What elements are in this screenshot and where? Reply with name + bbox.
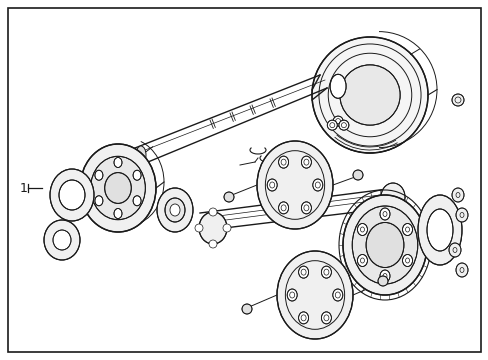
Ellipse shape (301, 202, 311, 214)
Ellipse shape (53, 230, 71, 250)
Ellipse shape (332, 289, 342, 301)
Ellipse shape (426, 209, 452, 251)
Ellipse shape (257, 141, 332, 229)
Ellipse shape (44, 220, 80, 260)
Ellipse shape (104, 172, 131, 203)
Ellipse shape (95, 170, 102, 180)
Ellipse shape (351, 206, 417, 284)
Ellipse shape (357, 224, 366, 235)
Ellipse shape (278, 202, 288, 214)
Ellipse shape (59, 180, 85, 210)
Ellipse shape (379, 270, 389, 282)
Text: 1: 1 (20, 181, 28, 194)
Ellipse shape (312, 179, 322, 191)
Ellipse shape (90, 156, 145, 220)
Ellipse shape (321, 312, 331, 324)
Ellipse shape (298, 312, 308, 324)
Ellipse shape (379, 208, 389, 220)
Ellipse shape (95, 196, 102, 206)
Ellipse shape (377, 276, 387, 286)
Ellipse shape (402, 255, 412, 266)
Ellipse shape (170, 204, 180, 216)
Ellipse shape (380, 183, 404, 211)
Ellipse shape (199, 212, 226, 244)
Ellipse shape (301, 156, 311, 168)
Ellipse shape (298, 266, 308, 278)
Ellipse shape (402, 224, 412, 235)
Ellipse shape (342, 195, 426, 295)
Ellipse shape (326, 120, 337, 130)
Ellipse shape (286, 289, 297, 301)
Ellipse shape (133, 196, 141, 206)
Ellipse shape (352, 170, 362, 180)
Ellipse shape (417, 195, 461, 265)
Ellipse shape (157, 188, 193, 232)
Ellipse shape (80, 144, 156, 232)
Ellipse shape (276, 251, 352, 339)
Ellipse shape (223, 224, 230, 232)
Ellipse shape (455, 208, 467, 222)
Ellipse shape (224, 192, 234, 202)
Ellipse shape (329, 74, 346, 98)
Ellipse shape (311, 37, 427, 153)
Ellipse shape (195, 224, 203, 232)
Ellipse shape (339, 65, 399, 125)
Ellipse shape (208, 240, 217, 248)
Ellipse shape (136, 146, 146, 164)
Ellipse shape (366, 222, 403, 267)
Ellipse shape (50, 169, 94, 221)
Ellipse shape (278, 156, 288, 168)
Ellipse shape (133, 170, 141, 180)
Ellipse shape (390, 185, 400, 209)
Ellipse shape (451, 94, 463, 106)
Ellipse shape (114, 208, 122, 219)
Ellipse shape (451, 188, 463, 202)
Ellipse shape (208, 208, 217, 216)
Ellipse shape (114, 157, 122, 167)
Ellipse shape (266, 179, 277, 191)
Ellipse shape (455, 263, 467, 277)
Ellipse shape (164, 198, 184, 222)
Ellipse shape (242, 304, 251, 314)
Ellipse shape (321, 266, 331, 278)
Ellipse shape (338, 120, 348, 130)
Ellipse shape (357, 255, 366, 266)
Ellipse shape (448, 243, 460, 257)
Ellipse shape (332, 116, 343, 126)
